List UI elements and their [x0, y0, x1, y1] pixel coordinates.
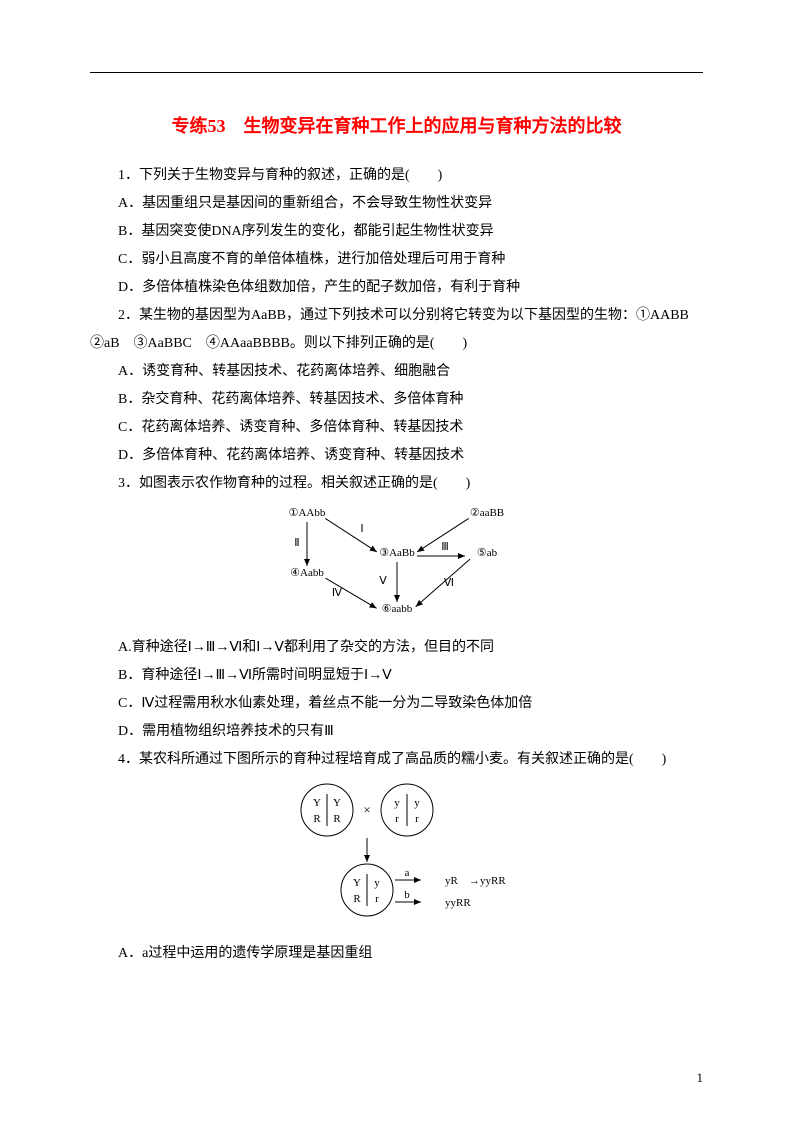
paragraph: A．基因重组只是基因间的重新组合，不会导致生物性状变异 — [90, 190, 703, 218]
top-rule — [90, 72, 703, 73]
svg-text:y: y — [394, 797, 400, 809]
svg-text:Ⅳ: Ⅳ — [331, 587, 342, 599]
paragraph: A.育种途径Ⅰ→Ⅲ→Ⅵ和Ⅰ→Ⅴ都利用了杂交的方法，但目的不同 — [90, 634, 703, 662]
svg-text:r: r — [375, 893, 379, 905]
svg-text:R: R — [333, 813, 341, 825]
page-number: 1 — [697, 1070, 704, 1086]
paragraph: 1．下列关于生物变异与育种的叙述，正确的是( ) — [90, 162, 703, 190]
paragraph: B．育种途径Ⅰ→Ⅲ→Ⅵ所需时间明显短于Ⅰ→Ⅴ — [90, 662, 703, 690]
body-content: 1．下列关于生物变异与育种的叙述，正确的是( )A．基因重组只是基因间的重新组合… — [90, 162, 703, 968]
svg-text:Ⅵ: Ⅵ — [443, 577, 453, 589]
paragraph: D．多倍体植株染色体组数加倍，产生的配子数加倍，有利于育种 — [90, 274, 703, 302]
paragraph: D．多倍体育种、花药离体培养、诱变育种、转基因技术 — [90, 442, 703, 470]
svg-text:④Aabb: ④Aabb — [290, 567, 324, 579]
paragraph: 3．如图表示农作物育种的过程。相关叙述正确的是( ) — [90, 470, 703, 498]
svg-text:Ⅰ: Ⅰ — [360, 523, 363, 535]
svg-text:yyRR: yyRR — [445, 897, 471, 909]
svg-text:r: r — [415, 813, 419, 825]
svg-text:Y: Y — [353, 877, 361, 889]
svg-text:Ⅲ: Ⅲ — [441, 541, 449, 553]
paragraph: C．Ⅳ过程需用秋水仙素处理，着丝点不能一分为二导致染色体加倍 — [90, 690, 703, 718]
svg-text:y: y — [374, 877, 380, 889]
paragraph: A．a过程中运用的遗传学原理是基因重组 — [90, 940, 703, 968]
page-title: 专练53 生物变异在育种工作上的应用与育种方法的比较 — [90, 108, 703, 140]
svg-text:→yyRR: →yyRR — [469, 875, 506, 887]
svg-text:Y: Y — [333, 797, 341, 809]
svg-text:Y: Y — [313, 797, 321, 809]
svg-text:②aaBB: ②aaBB — [469, 507, 503, 519]
paragraph: B．杂交育种、花药离体培养、转基因技术、多倍体育种 — [90, 386, 703, 414]
svg-text:③AaBb: ③AaBb — [379, 547, 415, 559]
diagram-flow1: ①AAbb ②aaBB ③AaBb ④Aabb ⑤ab ⑥aabb Ⅰ Ⅱ Ⅲ Ⅴ Ⅳ Ⅵ — [90, 504, 703, 624]
svg-text:Ⅱ: Ⅱ — [294, 537, 299, 549]
paragraph: B．基因突变使DNA序列发生的变化，都能引起生物性状变异 — [90, 218, 703, 246]
svg-text:R: R — [353, 893, 361, 905]
paragraph: A．诱变育种、转基因技术、花药离体培养、细胞融合 — [90, 358, 703, 386]
svg-text:×: × — [363, 802, 370, 817]
svg-text:⑥aabb: ⑥aabb — [381, 603, 412, 615]
svg-text:⑤ab: ⑤ab — [476, 547, 497, 559]
svg-text:yR: yR — [445, 875, 459, 887]
paragraph: D．需用植物组织培养技术的只有Ⅲ — [90, 718, 703, 746]
diagram-flow2: YYRRyyrrYyRr×ayR→yyRRbyyRR — [90, 780, 703, 930]
title-text: 专练53 生物变异在育种工作上的应用与育种方法的比较 — [172, 116, 622, 136]
svg-text:a: a — [404, 867, 409, 879]
paragraph: C．花药离体培养、诱变育种、多倍体育种、转基因技术 — [90, 414, 703, 442]
paragraph: 2．某生物的基因型为AaBB，通过下列技术可以分别将它转变为以下基因型的生物：①… — [90, 302, 703, 358]
svg-text:b: b — [404, 889, 410, 901]
svg-text:R: R — [313, 813, 321, 825]
svg-text:r: r — [395, 813, 399, 825]
svg-text:①AAbb: ①AAbb — [288, 507, 325, 519]
svg-text:Ⅴ: Ⅴ — [379, 575, 387, 587]
paragraph: C．弱小且高度不育的单倍体植株，进行加倍处理后可用于育种 — [90, 246, 703, 274]
svg-text:y: y — [414, 797, 420, 809]
paragraph: 4．某农科所通过下图所示的育种过程培育成了高品质的糯小麦。有关叙述正确的是( ) — [90, 746, 703, 774]
